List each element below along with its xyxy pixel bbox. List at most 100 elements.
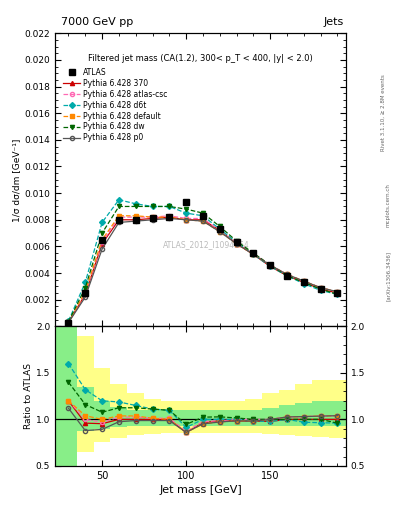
ATLAS (318, 286, 323, 292)
Pythia 6.428 atlas-csc (251, 250, 256, 256)
Pythia 6.428 atlas-csc (200, 216, 205, 222)
Pythia 6.428 p0 (66, 319, 71, 326)
Line: ATLAS: ATLAS (66, 200, 340, 326)
Pythia 6.428 dw (234, 238, 239, 244)
Pythia 6.428 d6t (184, 210, 189, 216)
Text: mcplots.cern.ch: mcplots.cern.ch (386, 183, 391, 227)
Pythia 6.428 atlas-csc (83, 290, 88, 296)
ATLAS (100, 237, 105, 243)
Pythia 6.428 d6t (285, 273, 289, 279)
Pythia 6.428 default (184, 217, 189, 223)
Pythia 6.428 p0 (133, 218, 138, 224)
ATLAS (251, 250, 256, 256)
X-axis label: Jet mass [GeV]: Jet mass [GeV] (159, 485, 242, 495)
ATLAS (234, 239, 239, 245)
ATLAS (117, 217, 121, 223)
Pythia 6.428 370 (318, 286, 323, 292)
Pythia 6.428 default (335, 289, 340, 295)
Pythia 6.428 d6t (251, 251, 256, 258)
Pythia 6.428 p0 (251, 251, 256, 258)
Text: ATLAS_2012_I1094564: ATLAS_2012_I1094564 (163, 240, 250, 249)
Pythia 6.428 370 (335, 290, 340, 296)
Pythia 6.428 dw (318, 286, 323, 292)
ATLAS (133, 217, 138, 223)
Pythia 6.428 p0 (268, 262, 273, 268)
Text: Filtered jet mass (CA(1.2), 300< p_T < 400, |y| < 2.0): Filtered jet mass (CA(1.2), 300< p_T < 4… (88, 54, 313, 63)
Pythia 6.428 atlas-csc (285, 271, 289, 278)
Pythia 6.428 d6t (150, 203, 155, 209)
Pythia 6.428 dw (167, 203, 172, 209)
Pythia 6.428 370 (301, 280, 306, 286)
Pythia 6.428 atlas-csc (234, 239, 239, 245)
Pythia 6.428 default (133, 212, 138, 219)
Pythia 6.428 dw (268, 262, 273, 268)
Pythia 6.428 dw (200, 210, 205, 216)
Pythia 6.428 d6t (117, 197, 121, 203)
ATLAS (150, 216, 155, 222)
Pythia 6.428 default (66, 319, 71, 326)
Pythia 6.428 d6t (301, 281, 306, 287)
Pythia 6.428 default (301, 278, 306, 284)
Pythia 6.428 370 (268, 263, 273, 269)
Pythia 6.428 atlas-csc (150, 214, 155, 220)
Pythia 6.428 d6t (318, 287, 323, 293)
Pythia 6.428 d6t (268, 263, 273, 269)
Pythia 6.428 dw (133, 203, 138, 209)
Pythia 6.428 d6t (83, 280, 88, 286)
Pythia 6.428 default (234, 241, 239, 247)
Pythia 6.428 d6t (66, 318, 71, 324)
Pythia 6.428 p0 (234, 241, 239, 247)
ATLAS (167, 214, 172, 220)
Line: Pythia 6.428 370: Pythia 6.428 370 (66, 215, 340, 325)
Pythia 6.428 p0 (184, 217, 189, 223)
Pythia 6.428 atlas-csc (335, 289, 340, 295)
Pythia 6.428 dw (335, 291, 340, 297)
Pythia 6.428 atlas-csc (318, 285, 323, 291)
Pythia 6.428 p0 (150, 217, 155, 223)
Pythia 6.428 default (83, 289, 88, 295)
Pythia 6.428 d6t (100, 219, 105, 225)
Pythia 6.428 370 (66, 319, 71, 326)
Pythia 6.428 default (117, 212, 121, 219)
Pythia 6.428 370 (234, 241, 239, 247)
Pythia 6.428 default (217, 229, 222, 235)
Pythia 6.428 dw (117, 203, 121, 209)
Pythia 6.428 dw (66, 318, 71, 325)
Y-axis label: 1/σ dσ/dm [GeV⁻¹]: 1/σ dσ/dm [GeV⁻¹] (13, 138, 22, 222)
Text: [arXiv:1306.3436]: [arXiv:1306.3436] (386, 251, 391, 302)
Pythia 6.428 atlas-csc (217, 227, 222, 233)
Pythia 6.428 dw (301, 280, 306, 286)
Pythia 6.428 default (318, 285, 323, 291)
Pythia 6.428 370 (150, 216, 155, 222)
Text: Jets: Jets (323, 17, 344, 27)
Pythia 6.428 default (100, 237, 105, 243)
ATLAS (301, 280, 306, 286)
Pythia 6.428 370 (200, 217, 205, 223)
Pythia 6.428 370 (285, 273, 289, 279)
Line: Pythia 6.428 dw: Pythia 6.428 dw (66, 204, 340, 324)
Pythia 6.428 p0 (301, 278, 306, 284)
Pythia 6.428 370 (167, 214, 172, 220)
Pythia 6.428 dw (150, 203, 155, 209)
Pythia 6.428 370 (251, 251, 256, 258)
Pythia 6.428 p0 (318, 285, 323, 291)
Pythia 6.428 dw (184, 206, 189, 212)
Pythia 6.428 p0 (100, 246, 105, 252)
Pythia 6.428 370 (100, 241, 105, 247)
Pythia 6.428 370 (117, 217, 121, 223)
Line: Pythia 6.428 d6t: Pythia 6.428 d6t (66, 198, 340, 323)
Pythia 6.428 p0 (335, 289, 340, 295)
Pythia 6.428 default (200, 218, 205, 224)
ATLAS (217, 226, 222, 232)
Pythia 6.428 dw (217, 223, 222, 229)
Text: 7000 GeV pp: 7000 GeV pp (61, 17, 133, 27)
Pythia 6.428 atlas-csc (117, 214, 121, 220)
Pythia 6.428 370 (133, 217, 138, 223)
Pythia 6.428 dw (100, 230, 105, 236)
Pythia 6.428 d6t (234, 239, 239, 245)
Pythia 6.428 atlas-csc (100, 239, 105, 245)
ATLAS (200, 212, 205, 219)
Pythia 6.428 dw (251, 250, 256, 256)
Pythia 6.428 atlas-csc (268, 262, 273, 268)
Pythia 6.428 atlas-csc (184, 216, 189, 222)
